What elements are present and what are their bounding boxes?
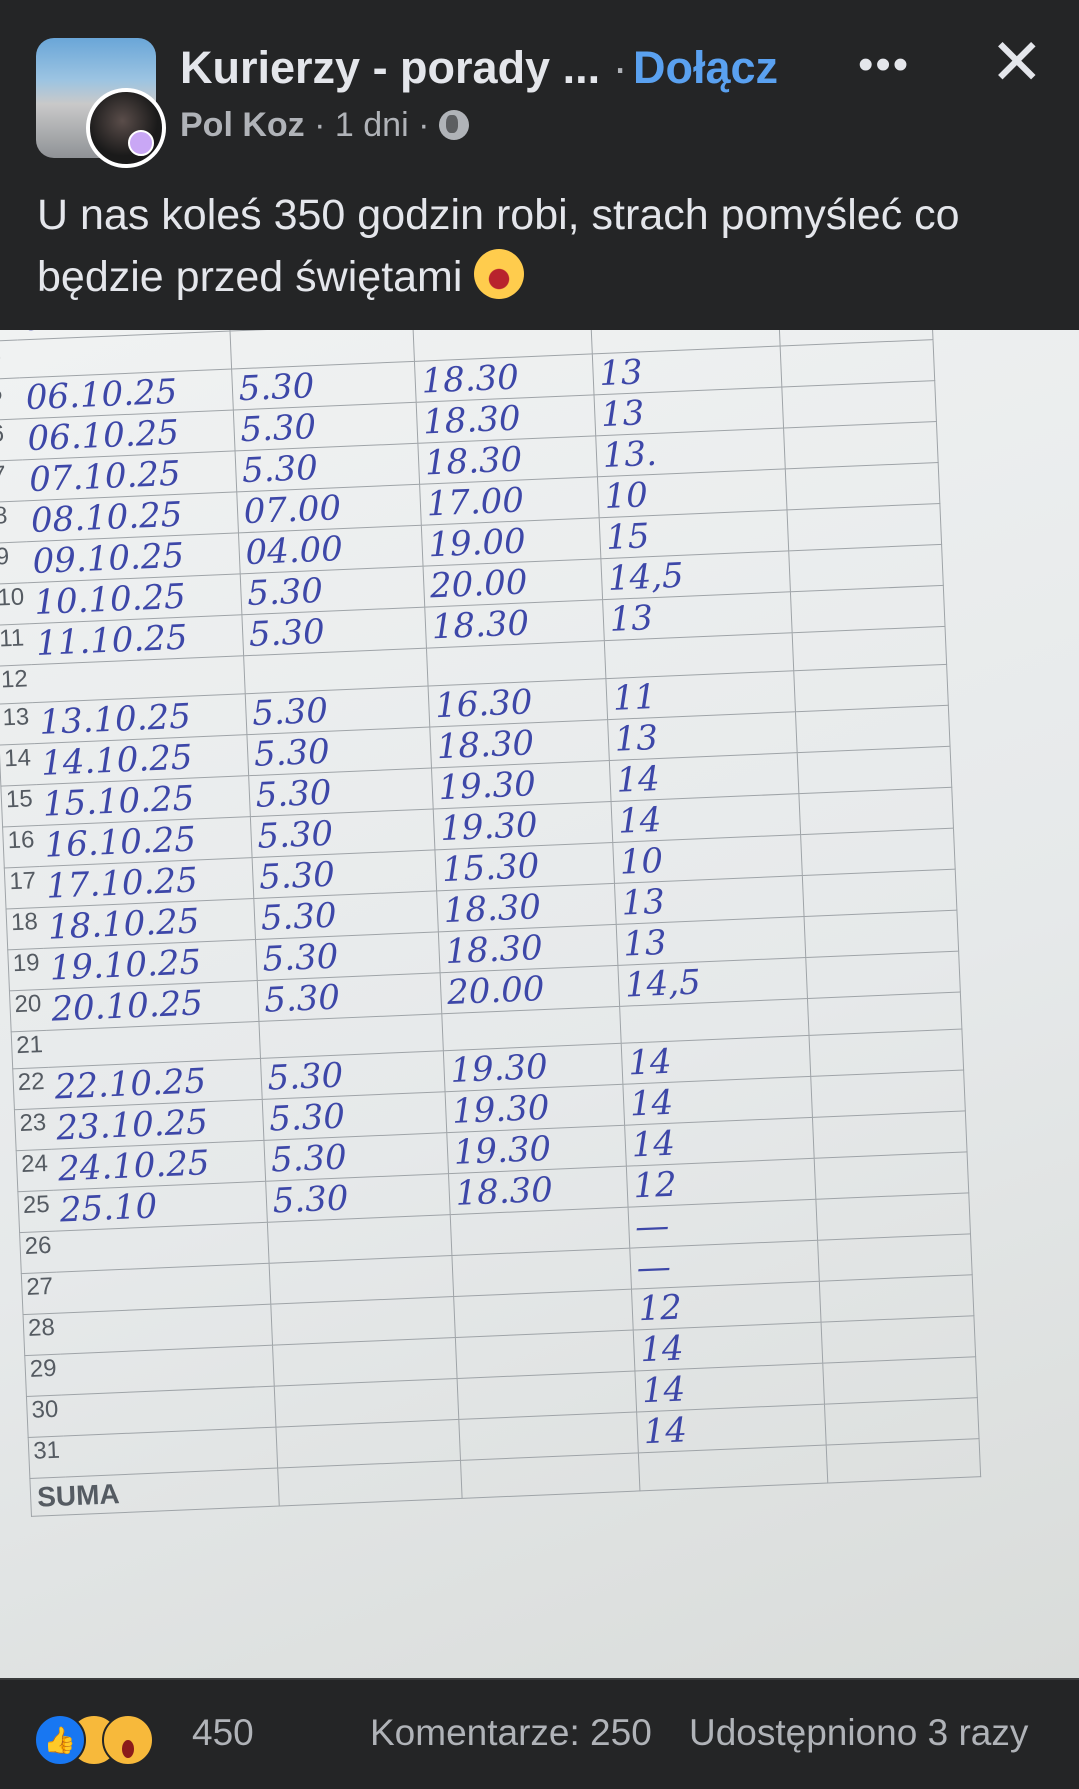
cell-sig [810,1070,966,1118]
separator: · [612,42,628,93]
cell-num: 4 [0,339,19,380]
cell-sig [817,1234,972,1282]
cell-sig [791,626,947,671]
cell-num: 20 [9,988,47,1032]
cell-sig [813,1152,969,1200]
cell-num: 25 [17,1190,55,1234]
rolling-laughing-emoji-icon [474,249,525,299]
post-footer: 👍 450 Komentarze: 250 Udostępniono 3 raz… [0,1678,1079,1789]
post-photo[interactable]: 303.10.2504.0019.00154506.10.255.3018.30… [0,330,1079,1678]
cell-sig [779,339,935,387]
cell-num: 17 [4,866,42,909]
cell-num: 31 [28,1436,66,1479]
more-options-icon[interactable]: ••• [858,40,911,89]
group-name-link[interactable]: Kurierzy - porady ... · [180,42,628,94]
shares-count[interactable]: Udostępniono 3 razy [689,1712,1029,1753]
cell-sig [783,421,938,469]
timesheet: 303.10.2504.0019.00154506.10.255.3018.30… [0,330,1079,1517]
cell-num: 14 [0,743,37,786]
wow-reaction-icon [102,1714,154,1766]
group-name[interactable]: Kurierzy - porady ... [180,42,601,93]
timesheet-table: 303.10.2504.0019.00154506.10.255.3018.30… [0,330,981,1517]
post-meta: Pol Koz · 1 dni · [180,106,469,145]
author-avatar[interactable] [86,88,166,168]
sum-cell [638,1445,828,1492]
cell-num: 5 [0,377,21,421]
cell-sig [807,991,962,1036]
reaction-count[interactable]: 450 [192,1712,254,1753]
cell-num: 23 [14,1108,52,1152]
close-icon[interactable]: ✕ [990,26,1044,98]
diamond-badge-icon [128,130,154,156]
cell-num: 27 [21,1272,59,1315]
cell-sig [820,1316,976,1364]
cell-num: 28 [23,1313,60,1356]
post-header: Kurierzy - porady ... · Dołącz ••• ✕ Pol… [0,0,1079,330]
post-text-content: U nas koleś 350 godzin robi, strach pomy… [37,191,960,301]
separator: · [418,106,430,144]
cell-sig [815,1193,971,1241]
cell-num: 22 [12,1067,50,1111]
cell-num: 29 [24,1354,62,1397]
post-time[interactable]: 1 dni [334,106,409,144]
cell-sig [808,1029,964,1077]
cell-sig [803,909,959,958]
separator: · [314,106,326,144]
sum-cell [460,1453,640,1499]
cell-sig [802,868,957,917]
cell-num: 11 [0,623,32,666]
cell-num: 19 [7,948,45,991]
cell-sig [786,503,942,551]
cell-sig [795,704,950,753]
cell-sig [790,585,945,633]
cell-sig [819,1275,974,1323]
sum-cell [277,1460,462,1507]
cell-num: 24 [16,1149,54,1193]
cell-sig [784,462,940,510]
cell-sig [805,950,961,999]
author-name[interactable]: Pol Koz [180,106,305,144]
cell-sig [793,663,949,712]
cell-sig [822,1357,978,1405]
cell-num: 16 [2,825,40,868]
sum-cell [825,1439,981,1484]
comments-count[interactable]: Komentarze: 250 [370,1712,652,1753]
cell-num: 9 [0,541,28,585]
cell-num: 6 [0,418,23,462]
cell-sig [796,745,952,794]
cell-num: 18 [6,907,43,950]
globe-icon [438,110,469,140]
cell-num: 7 [0,459,25,503]
cell-sig [800,827,955,876]
cell-num: 21 [11,1029,48,1070]
post-text: U nas koleś 350 godzin robi, strach pomy… [37,184,1057,308]
cell-num: 8 [0,500,26,544]
cell-num: 15 [0,784,38,827]
cell-sig [781,380,937,428]
cell-num: 10 [0,582,30,625]
cell-sig [788,544,943,592]
cell-sig [824,1398,979,1446]
join-button[interactable]: Dołącz [633,42,779,93]
cell-num: 13 [0,702,35,745]
cell-sig [798,786,954,835]
cell-sig [812,1111,967,1159]
cell-num: 26 [19,1231,57,1275]
like-reaction-icon: 👍 [34,1714,86,1766]
cell-num: 12 [0,664,33,704]
cell-num: 30 [26,1395,64,1438]
